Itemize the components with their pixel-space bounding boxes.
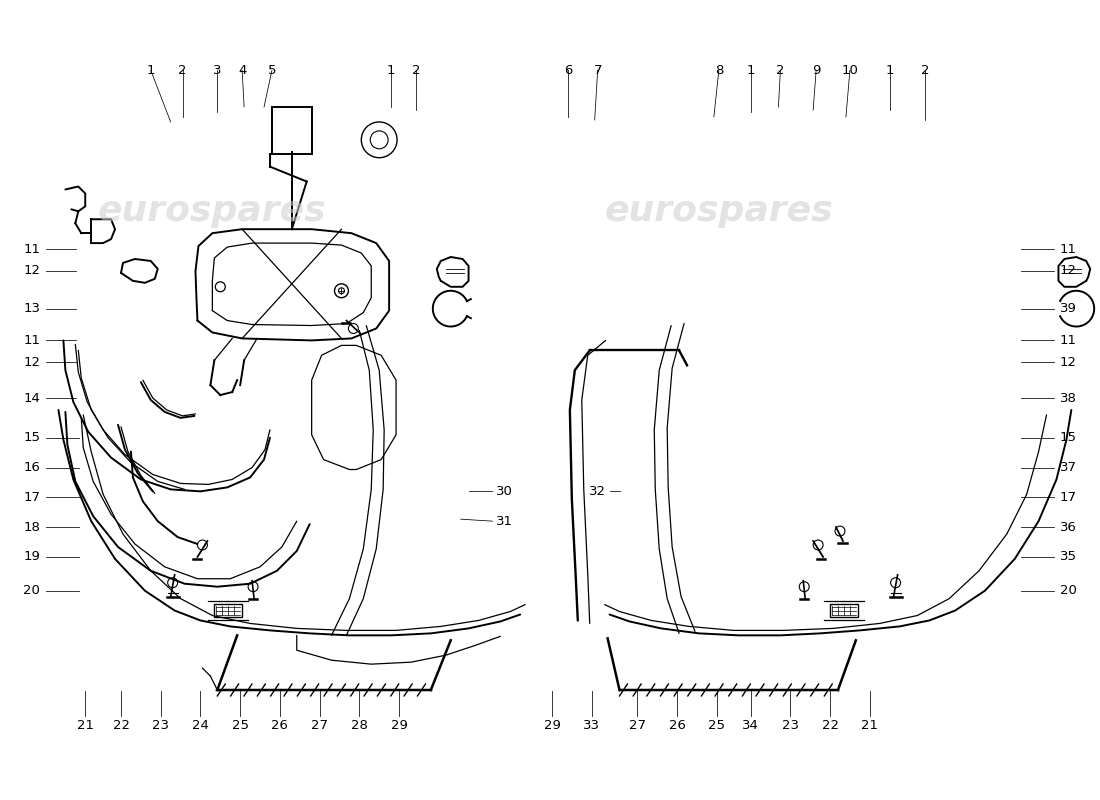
- Text: 34: 34: [742, 719, 759, 732]
- Text: 11: 11: [1060, 242, 1077, 255]
- Circle shape: [249, 582, 258, 592]
- Bar: [830, 603, 858, 618]
- Text: 39: 39: [1060, 302, 1077, 315]
- Text: 12: 12: [1060, 265, 1077, 278]
- Text: 32: 32: [590, 485, 606, 498]
- Circle shape: [339, 288, 344, 294]
- Text: 35: 35: [1060, 550, 1077, 563]
- Text: 5: 5: [267, 64, 276, 77]
- Text: 23: 23: [782, 719, 799, 732]
- Text: 2: 2: [178, 64, 187, 77]
- Text: 26: 26: [669, 719, 685, 732]
- Text: 17: 17: [1060, 491, 1077, 504]
- Text: 26: 26: [272, 719, 288, 732]
- Text: 25: 25: [708, 719, 725, 732]
- Text: 1: 1: [146, 64, 155, 77]
- Text: 19: 19: [23, 550, 40, 563]
- Text: 28: 28: [351, 719, 367, 732]
- Text: 17: 17: [23, 491, 40, 504]
- Text: 29: 29: [390, 719, 407, 732]
- Circle shape: [216, 282, 225, 292]
- Text: 1: 1: [387, 64, 395, 77]
- Text: eurospares: eurospares: [98, 194, 327, 228]
- Text: 8: 8: [715, 64, 723, 77]
- Text: 21: 21: [861, 719, 878, 732]
- Text: 37: 37: [1060, 461, 1077, 474]
- Circle shape: [835, 526, 845, 536]
- Circle shape: [167, 578, 177, 588]
- Text: 7: 7: [593, 64, 602, 77]
- Text: 24: 24: [192, 719, 209, 732]
- Text: 30: 30: [496, 485, 513, 498]
- Text: 14: 14: [23, 391, 40, 405]
- Text: 15: 15: [23, 431, 40, 444]
- Text: 6: 6: [563, 64, 572, 77]
- Text: 2: 2: [411, 64, 420, 77]
- Text: 18: 18: [23, 521, 40, 534]
- Text: 33: 33: [583, 719, 601, 732]
- Circle shape: [361, 122, 397, 158]
- Text: 27: 27: [629, 719, 646, 732]
- Text: 12: 12: [23, 265, 40, 278]
- Text: 16: 16: [23, 461, 40, 474]
- Text: 11: 11: [23, 334, 40, 347]
- Text: 12: 12: [1060, 356, 1077, 369]
- Text: 12: 12: [23, 356, 40, 369]
- Text: 15: 15: [1060, 431, 1077, 444]
- Text: 11: 11: [23, 242, 40, 255]
- Text: 20: 20: [23, 584, 40, 597]
- Text: 2: 2: [777, 64, 784, 77]
- Text: 13: 13: [23, 302, 40, 315]
- Text: eurospares: eurospares: [605, 194, 833, 228]
- Text: 36: 36: [1060, 521, 1077, 534]
- Text: 10: 10: [842, 64, 858, 77]
- Circle shape: [813, 540, 823, 550]
- Text: 22: 22: [822, 719, 838, 732]
- Text: 31: 31: [496, 514, 513, 528]
- Text: 29: 29: [543, 719, 560, 732]
- Text: 21: 21: [77, 719, 94, 732]
- Text: 22: 22: [112, 719, 130, 732]
- Circle shape: [371, 131, 388, 149]
- Circle shape: [349, 323, 359, 334]
- Text: 11: 11: [1060, 334, 1077, 347]
- Text: 20: 20: [1060, 584, 1077, 597]
- Bar: [214, 603, 242, 618]
- Text: 2: 2: [921, 64, 929, 77]
- Text: 9: 9: [812, 64, 821, 77]
- Circle shape: [198, 540, 208, 550]
- Text: 1: 1: [746, 64, 755, 77]
- Text: 25: 25: [232, 719, 249, 732]
- Text: 27: 27: [311, 719, 328, 732]
- Text: 1: 1: [886, 64, 894, 77]
- Circle shape: [334, 284, 349, 298]
- Text: 4: 4: [238, 64, 246, 77]
- Circle shape: [891, 578, 901, 588]
- Text: 38: 38: [1060, 391, 1077, 405]
- Circle shape: [800, 582, 810, 592]
- Text: 3: 3: [213, 64, 221, 77]
- Text: 23: 23: [152, 719, 169, 732]
